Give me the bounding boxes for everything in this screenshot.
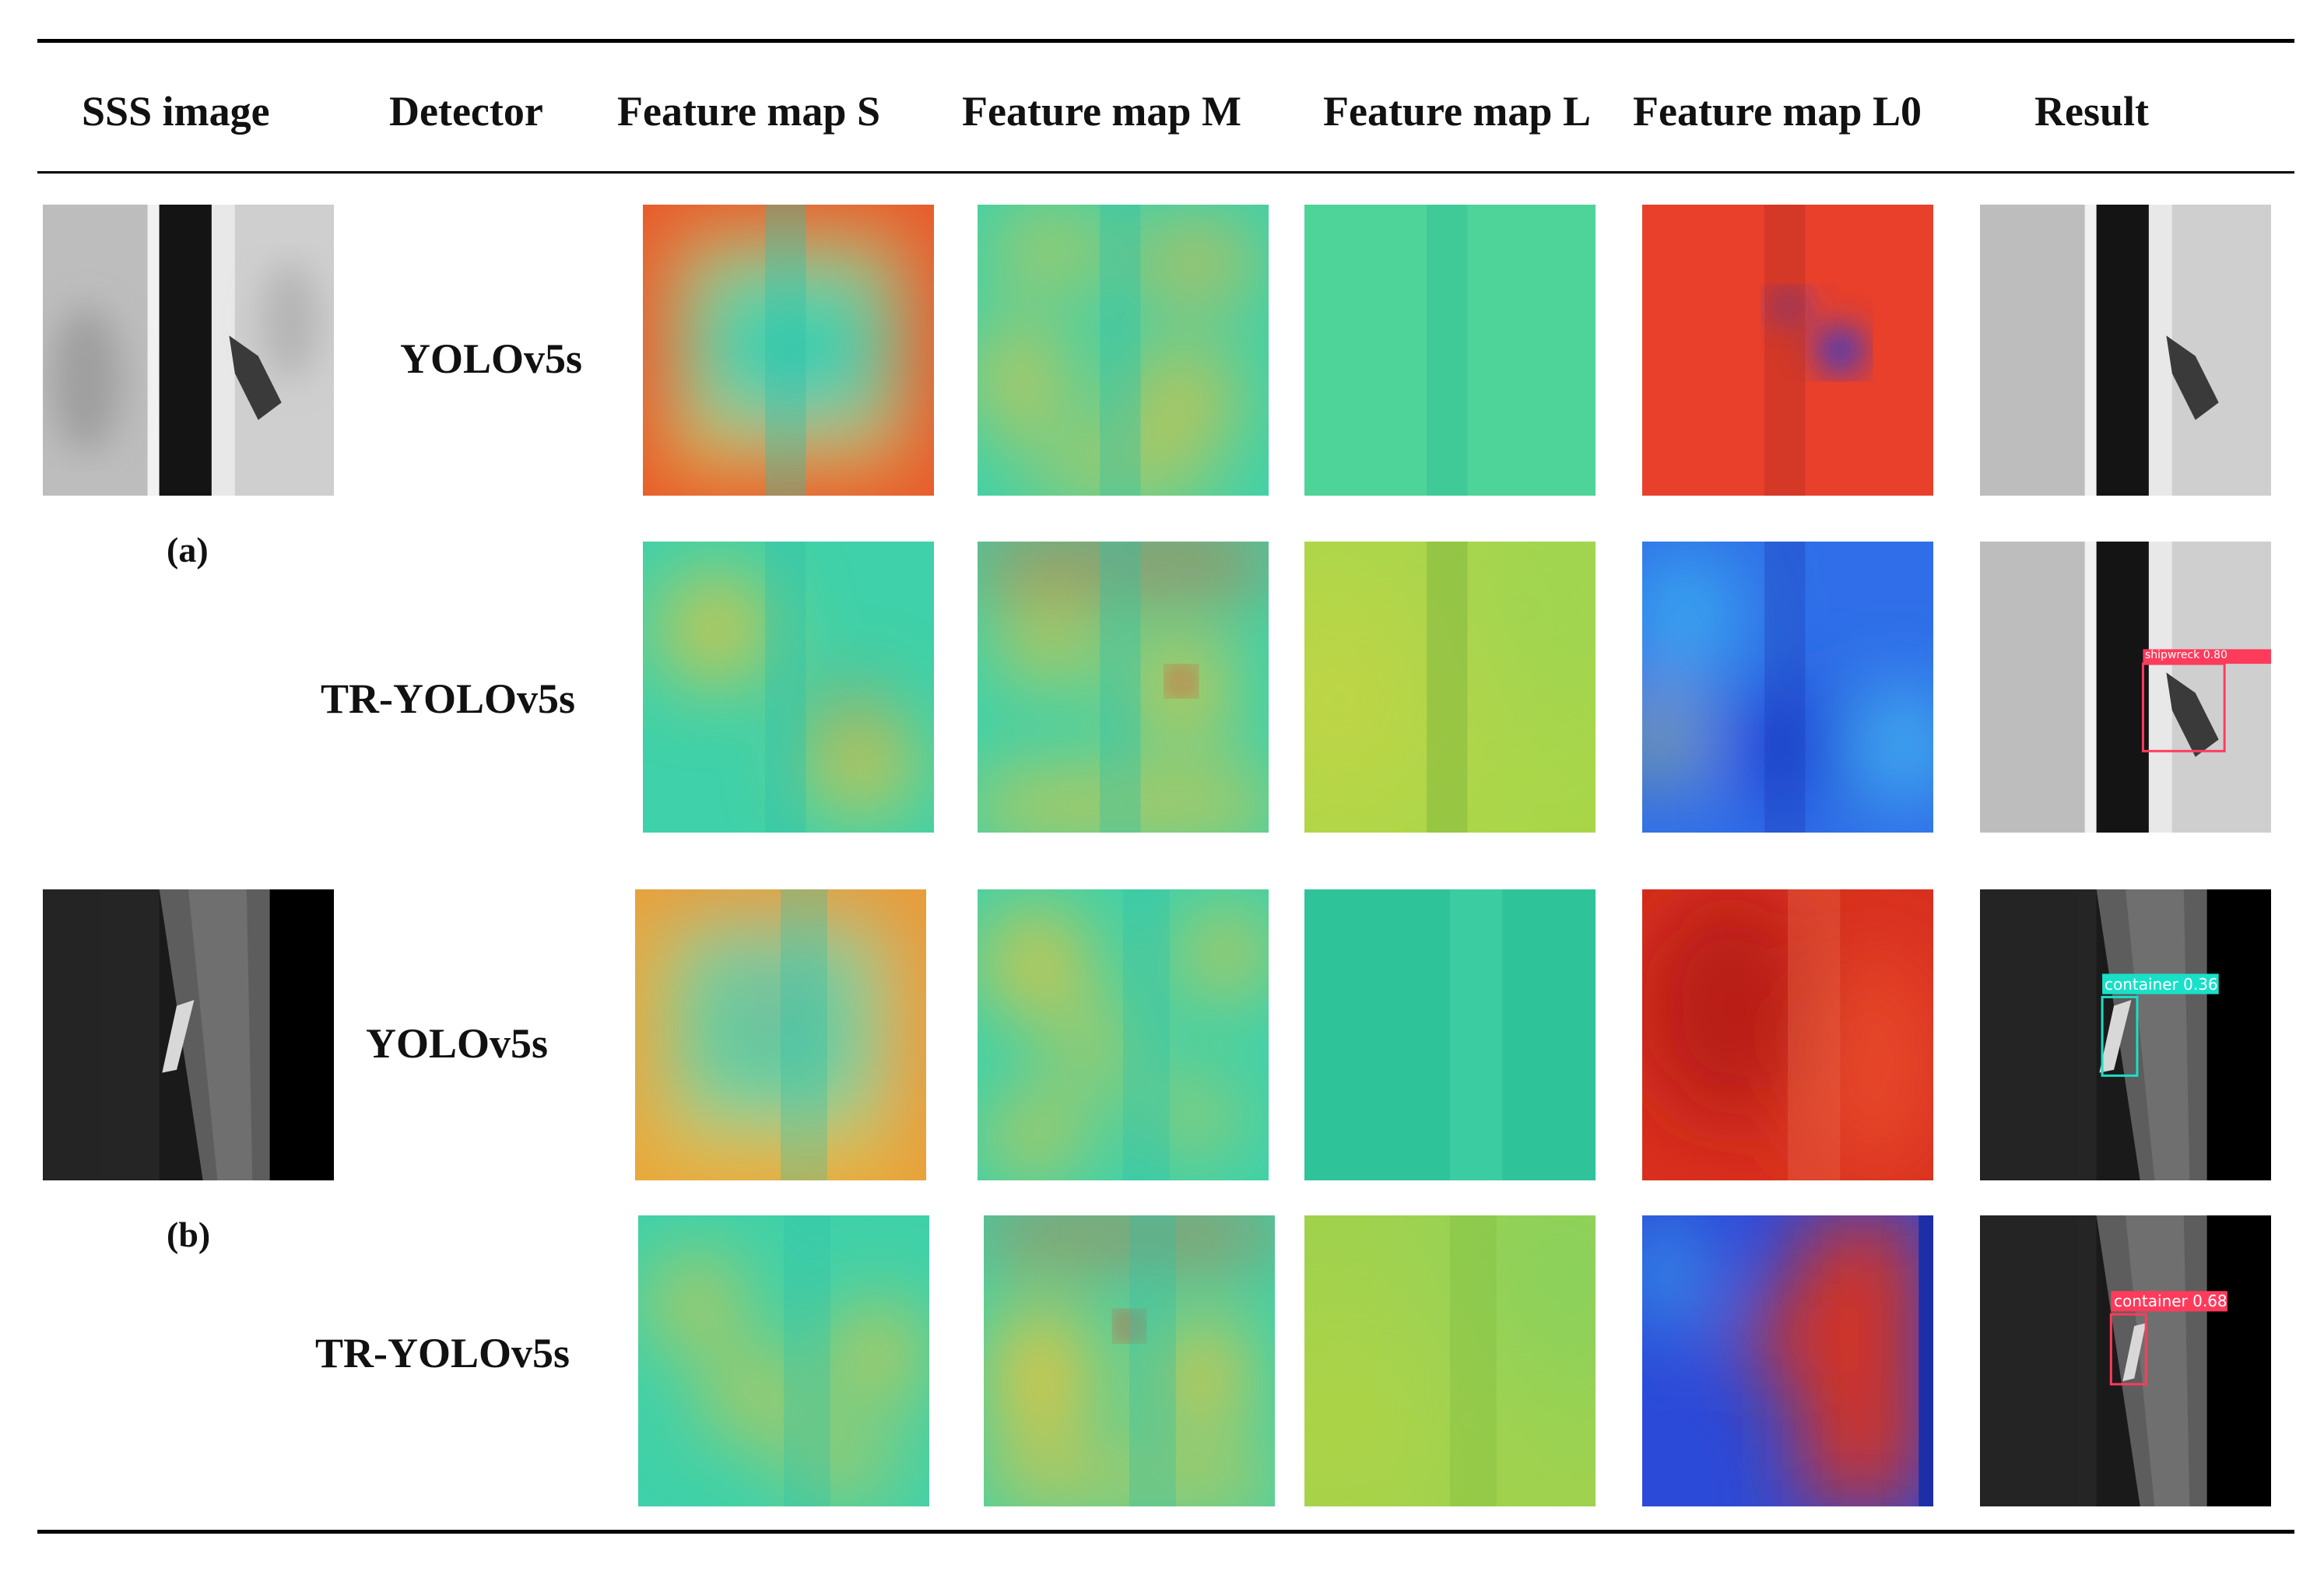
feature-map-s-row3: [635, 889, 926, 1180]
feature-map-s-row4: [638, 1215, 929, 1506]
result-row3: container 0.36: [1980, 889, 2271, 1180]
detector-label-row3: YOLOv5s: [366, 1020, 549, 1067]
feature-map-m-row1: [978, 205, 1269, 496]
header-feature-map-l: Feature map L: [1323, 88, 1591, 135]
header-result: Result: [2034, 88, 2149, 135]
sss-image-a: [43, 205, 334, 496]
header-feature-map-l0: Feature map L0: [1633, 88, 1922, 135]
feature-map-l0-row4: [1642, 1215, 1933, 1506]
feature-map-m-row3: [978, 889, 1269, 1180]
detector-label-row2: TR-YOLOv5s: [321, 675, 576, 722]
detection-label-row3: container 0.36: [2105, 975, 2218, 994]
feature-map-l0-row1: [1642, 205, 1933, 496]
detector-label-row1: YOLOv5s: [400, 335, 583, 382]
bottom-rule: [37, 1530, 2294, 1534]
result-row1: [1980, 205, 2271, 496]
feature-map-l-row2: [1304, 542, 1596, 833]
feature-map-l-row4: [1304, 1215, 1596, 1506]
detector-label-row4: TR-YOLOv5s: [315, 1330, 570, 1376]
label-b: (b): [167, 1215, 211, 1254]
header-detector: Detector: [389, 88, 543, 135]
feature-map-l0-row2: [1642, 542, 1933, 833]
feature-map-m-row4: [984, 1215, 1275, 1506]
feature-map-l-row3: [1304, 889, 1596, 1180]
header-feature-map-s: Feature map S: [617, 88, 880, 135]
top-rule: [37, 39, 2294, 43]
header-sss-image: SSS image: [82, 88, 270, 135]
detection-label-row2: shipwreck 0.80: [2145, 649, 2227, 661]
feature-map-s-row2: [643, 542, 934, 833]
feature-map-m-row2: [978, 542, 1269, 833]
result-row4: container 0.68: [1980, 1215, 2271, 1506]
result-row2: shipwreck 0.80: [1980, 542, 2271, 833]
header-rule: [37, 171, 2294, 174]
feature-map-s-row1: [643, 205, 934, 496]
detection-label-row4: container 0.68: [2114, 1292, 2227, 1310]
header-feature-map-m: Feature map M: [962, 88, 1241, 135]
label-a: (a): [167, 530, 209, 570]
feature-map-l-row1: [1304, 205, 1596, 496]
sss-image-b: [43, 889, 334, 1180]
feature-map-l0-row3: [1642, 889, 1933, 1180]
